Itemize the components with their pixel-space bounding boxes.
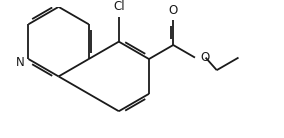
Text: O: O — [169, 4, 178, 17]
Text: N: N — [15, 56, 24, 69]
Text: Cl: Cl — [113, 0, 125, 13]
Text: O: O — [201, 51, 210, 64]
